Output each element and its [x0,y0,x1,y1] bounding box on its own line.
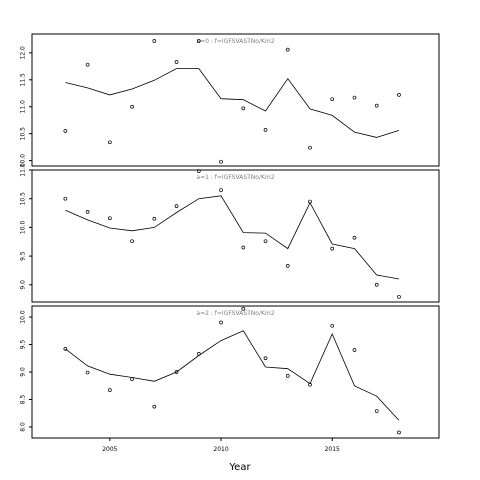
x-axis-label: Year [228,462,251,473]
panel-frame [31,169,440,303]
data-point [219,159,223,164]
series-line [65,195,400,280]
panel-title: a=0 : f=IGFSVASTNo/Km2 [196,38,274,45]
data-point [219,320,223,325]
panel-0: a=0 : f=IGFSVASTNo/Km2 10.0 10.5 11.0 11.5 12… [20,33,440,168]
data-point [397,93,401,97]
data-point [285,47,290,52]
y-tick-label: 10.0 [20,221,27,235]
data-point [130,239,134,244]
data-point [330,246,335,251]
data-point [263,239,268,244]
y-tick-label: 9.0 [20,367,27,377]
data-point [196,352,201,356]
data-point [152,404,157,409]
y-tick-label: 9.5 [20,251,27,261]
data-point [285,374,290,378]
x-axis: 2005 2010 2015 [102,438,340,453]
data-point [241,306,246,311]
chart-panels: a=0 : f=IGFSVASTNo/Km2 10.0 10.5 11.0 11.5 12… [20,33,440,439]
data-point [196,39,201,43]
data-point [352,348,357,352]
x-tick-label: 2015 [325,446,340,453]
data-point [174,370,179,374]
data-point [330,97,335,102]
data-point [174,204,179,209]
data-point [85,62,90,67]
panel-2: a=2 : f=IGFSVASTNo/Km2 8.0 8.5 9.0 9.5 10.0 [20,305,440,439]
x-tick-label: 2010 [213,446,228,453]
y-tick-label: 11.5 [20,73,27,87]
series-line [65,68,400,138]
data-point [308,199,312,204]
y-tick-label: 10.5 [20,192,27,206]
y-tick-label: 9.0 [20,280,27,290]
panel-frame [31,305,440,439]
data-point [107,216,112,221]
data-point [219,188,223,192]
data-point [352,235,357,240]
data-point [63,347,68,351]
data-point [174,60,179,64]
data-point [85,370,90,375]
y-tick-label: 8.0 [20,422,27,432]
y-tick-label: 11.0 [20,100,27,114]
data-point [374,103,379,108]
data-point [107,388,112,392]
data-point [263,356,268,361]
series-line [65,330,400,421]
panel-frame [31,33,440,167]
data-point [308,382,312,387]
data-point [63,129,68,133]
y-tick-label: 10.5 [20,127,27,141]
data-point [374,409,379,413]
data-point [196,169,201,173]
x-tick-label: 2005 [102,446,117,453]
data-point [397,430,401,435]
data-point [107,140,112,145]
panel-1: a=1 : f=IGFSVASTNo/Km2 9.0 9.5 10.0 10.5 11.0 [20,163,440,303]
data-point [397,294,401,299]
data-point [330,323,335,328]
panel-title: a=1 : f=IGFSVASTNo/Km2 [196,174,274,181]
data-point [374,282,379,287]
y-tick-label: 9.5 [20,340,27,350]
data-point [241,245,246,250]
data-point [130,377,134,381]
y-tick-label: 8.5 [20,395,27,405]
data-point [85,210,90,214]
y-tick-label: 11.0 [20,163,27,177]
y-tick-label: 10.0 [20,154,27,168]
data-point [130,104,134,109]
data-point [263,128,268,132]
data-point [152,216,157,221]
data-point [308,145,312,150]
panel-title: a=2 : f=IGFSVASTNo/Km2 [196,310,274,317]
y-tick-label: 12.0 [20,46,27,60]
data-point [285,263,290,268]
y-tick-label: 10.0 [20,310,27,324]
data-point [241,106,246,111]
data-point [63,196,68,201]
data-point [152,39,157,43]
data-point [352,95,357,100]
